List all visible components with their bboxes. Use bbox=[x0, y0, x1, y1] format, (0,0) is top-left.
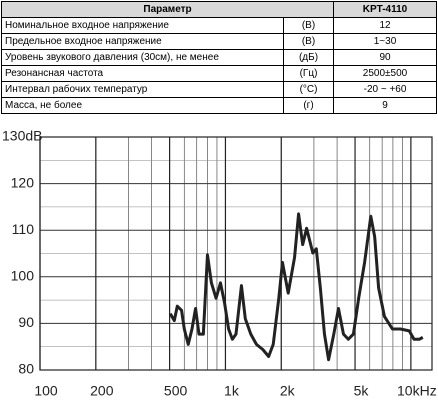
param-cell: Резонансная частота bbox=[1, 65, 284, 82]
response-line bbox=[168, 212, 424, 362]
unit-cell: (дБ) bbox=[282, 49, 335, 66]
table-row: Предельное входное напряжение (В) 1~30 bbox=[1, 33, 438, 50]
table-row: Интервал рабочих температур (°С) -20 ~ +60 bbox=[1, 81, 438, 98]
x-tick-label: 500 bbox=[164, 383, 188, 399]
x-tick-label: 100 bbox=[34, 383, 58, 399]
unit-cell: (г) bbox=[282, 97, 335, 114]
header-row: Параметр KPT-4110 bbox=[0, 1, 438, 18]
header-cell: KPT-4110 bbox=[333, 1, 438, 18]
table-row: Масса, не более (г) 9 bbox=[1, 97, 438, 114]
y-tick-label: 130dB bbox=[2, 130, 42, 144]
value-cell: 90 bbox=[333, 49, 438, 66]
header-cell: Параметр bbox=[0, 1, 335, 18]
table-row: Уровень звукового давления (30см), не ме… bbox=[1, 49, 438, 66]
plot-frame bbox=[39, 136, 433, 371]
unit-cell: (Гц) bbox=[282, 65, 335, 82]
y-tick-label: 90 bbox=[18, 314, 34, 330]
x-tick-label: 10kHz bbox=[397, 383, 437, 399]
param-cell: Предельное входное напряжение bbox=[1, 33, 284, 50]
y-tick-label: 80 bbox=[18, 361, 34, 377]
x-tick-label: 200 bbox=[90, 383, 114, 399]
x-tick-label: 1k bbox=[224, 383, 240, 399]
x-tick-label: 2k bbox=[280, 383, 296, 399]
unit-cell: (В) bbox=[282, 33, 335, 50]
table-row: Номинальное входное напряжение (В) 12 bbox=[1, 17, 438, 34]
param-cell: Номинальное входное напряжение bbox=[1, 17, 284, 34]
chart: 80 90 100 110 120 130dB 100 200 500 1k 2k 5k 10kHz bbox=[2, 130, 437, 399]
x-tick-label: 5k bbox=[354, 383, 370, 399]
y-tick-label: 100 bbox=[11, 268, 35, 284]
value-cell: 12 bbox=[333, 17, 438, 34]
table-row: Резонансная частота (Гц) 2500±500 bbox=[1, 65, 438, 82]
param-cell: Масса, не более bbox=[1, 97, 284, 114]
y-tick-label: 120 bbox=[11, 174, 35, 190]
param-cell: Интервал рабочих температур bbox=[1, 81, 284, 98]
spec-table: Параметр KPT-4110 Номинальное входное на… bbox=[0, 1, 438, 114]
value-cell: 1~30 bbox=[333, 33, 438, 50]
table-body: Номинальное входное напряжение (В) 12 Преде… bbox=[1, 17, 438, 114]
unit-cell: (В) bbox=[282, 17, 335, 34]
param-cell: Уровень звукового давления (30см), не ме… bbox=[1, 49, 284, 66]
unit-cell: (°С) bbox=[282, 81, 335, 98]
value-cell: -20 ~ +60 bbox=[333, 81, 438, 98]
y-tick-label: 110 bbox=[12, 221, 35, 237]
value-cell: 9 bbox=[333, 97, 438, 114]
value-cell: 2500±500 bbox=[333, 65, 438, 82]
